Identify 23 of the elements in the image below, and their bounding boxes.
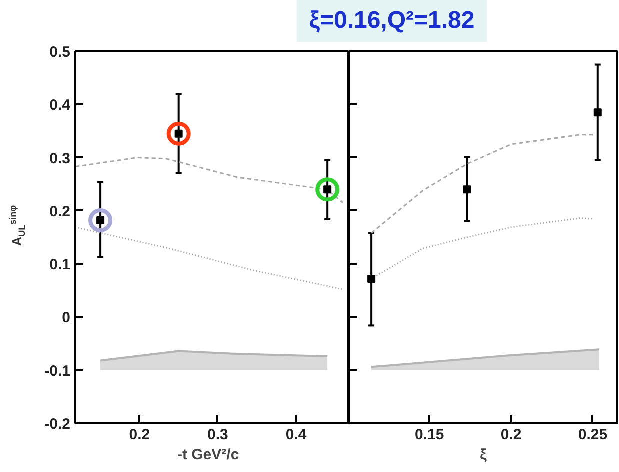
x-tick-label: 0.4 (286, 426, 308, 444)
x-tick-label: 0.2 (129, 426, 150, 444)
chart-title: ξ=0.16,Q²=1.82 (297, 0, 487, 42)
y-tick-label: 0.2 (50, 203, 71, 220)
x-tick-label: 0.2 (500, 426, 522, 444)
point (88, 208, 113, 232)
line-series (100, 350, 329, 362)
x-axis-title: -t GeV²/c (177, 446, 240, 464)
y-tick-label: 0.4 (50, 97, 72, 114)
y-tick-label: 0.5 (50, 44, 71, 61)
point (316, 178, 340, 202)
x-tick-label: 0.3 (208, 426, 228, 444)
y-tick-label: -0.1 (44, 362, 71, 380)
x-tick-label: 0.25 (578, 426, 608, 444)
y-tick-label: 0 (62, 310, 70, 327)
y-tick-label: -0.2 (44, 416, 71, 433)
line-series (76, 226, 344, 290)
x-tick-label: 0.15 (414, 426, 444, 444)
y-tick-label: 0.3 (50, 150, 71, 168)
point (166, 122, 191, 146)
y-tick-label: 0.1 (50, 256, 71, 274)
x-axis-title: ξ (480, 446, 488, 464)
line-series (76, 157, 344, 204)
